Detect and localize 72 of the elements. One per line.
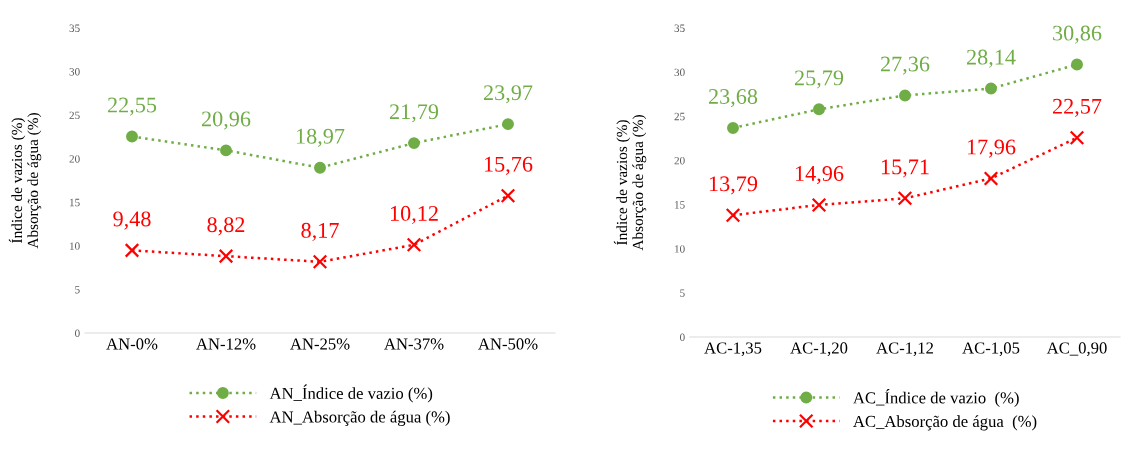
- legend-label: AC_Absorção de água (%): [853, 415, 1037, 431]
- y-tick-label: 5: [680, 289, 685, 297]
- x-tick-label: AC-1,20: [790, 342, 848, 356]
- data-label: 30,86: [1053, 25, 1102, 44]
- point: [897, 190, 913, 206]
- data-label: 8,17: [301, 222, 339, 242]
- data-label: 15,71: [881, 159, 929, 178]
- y-tick-label: 0: [680, 333, 685, 341]
- x-tick-label: AN-37%: [384, 338, 444, 350]
- y-tick-label: 15: [675, 201, 685, 209]
- point: [124, 243, 140, 258]
- data-label: 8,82: [207, 217, 245, 236]
- point: [126, 130, 138, 143]
- y-tick-label: 0: [75, 329, 80, 337]
- data-label: 20,96: [201, 111, 251, 130]
- data-label: 15,76: [484, 156, 533, 175]
- y-tick-label: 25: [69, 111, 80, 120]
- point: [983, 171, 999, 186]
- data-label: 17,96: [967, 139, 1016, 158]
- y-tick-label: 15: [70, 198, 80, 207]
- data-label: 27,36: [880, 56, 930, 75]
- point: [727, 121, 739, 134]
- data-label: 22,55: [107, 97, 157, 116]
- point: [220, 144, 232, 157]
- data-label: 14,96: [795, 166, 844, 185]
- x-tick-label: AN-25%: [290, 338, 350, 350]
- y-tick-label: 10: [675, 245, 685, 253]
- legend-label: AC_Índice de vazio (%): [853, 389, 1019, 407]
- point: [314, 161, 326, 174]
- y-tick-label: 20: [69, 155, 80, 163]
- point: [985, 82, 997, 95]
- x-tick-label: AC-1,05: [962, 342, 1020, 356]
- x-tick-label: AN-0%: [106, 338, 158, 350]
- legend-label: AN_Absorção de água (%): [269, 410, 450, 426]
- point: [218, 248, 234, 264]
- point: [725, 207, 741, 223]
- y-tick-label: 35: [674, 24, 685, 32]
- point: [1071, 58, 1083, 71]
- point: [502, 118, 514, 131]
- legend-label: AN_Índice de vazio (%): [269, 384, 433, 403]
- x-tick-label: AN-50%: [478, 338, 538, 350]
- data-label: 10,12: [390, 205, 438, 225]
- data-label: 18,97: [296, 128, 345, 147]
- y-tick-label: 30: [69, 68, 80, 76]
- y-tick-label: 25: [674, 112, 685, 121]
- data-label: 23,68: [708, 88, 758, 108]
- x-tick-label: AC_0,90: [1046, 342, 1107, 356]
- y-tick-label: 35: [69, 24, 80, 32]
- point: [899, 89, 911, 102]
- data-label: 28,14: [966, 49, 1016, 68]
- y-axis-title: Índice de vazios (%) Absorção de água (%): [613, 115, 647, 251]
- point: [406, 237, 422, 253]
- point: [312, 254, 328, 270]
- point: [500, 188, 516, 204]
- data-label: 22,57: [1052, 98, 1102, 117]
- data-label: 25,79: [794, 70, 844, 89]
- x-tick-label: AC-1,12: [876, 342, 934, 356]
- x-tick-label: AN-12%: [196, 338, 256, 350]
- data-label: 13,79: [709, 176, 758, 195]
- y-axis-title: Índice de vazios (%) Absorção de água (%): [8, 113, 42, 249]
- y-tick-label: 5: [75, 286, 80, 294]
- point: [1069, 130, 1085, 146]
- x-tick-label: AC-1,35: [704, 342, 762, 356]
- data-label: 9,48: [113, 211, 151, 230]
- point: [813, 103, 825, 116]
- y-tick-label: 30: [674, 68, 685, 77]
- y-tick-label: 20: [674, 156, 685, 165]
- point: [811, 197, 827, 213]
- y-tick-label: 10: [70, 242, 80, 250]
- point: [408, 137, 420, 150]
- data-label: 23,97: [483, 85, 533, 104]
- data-label: 21,79: [389, 104, 439, 123]
